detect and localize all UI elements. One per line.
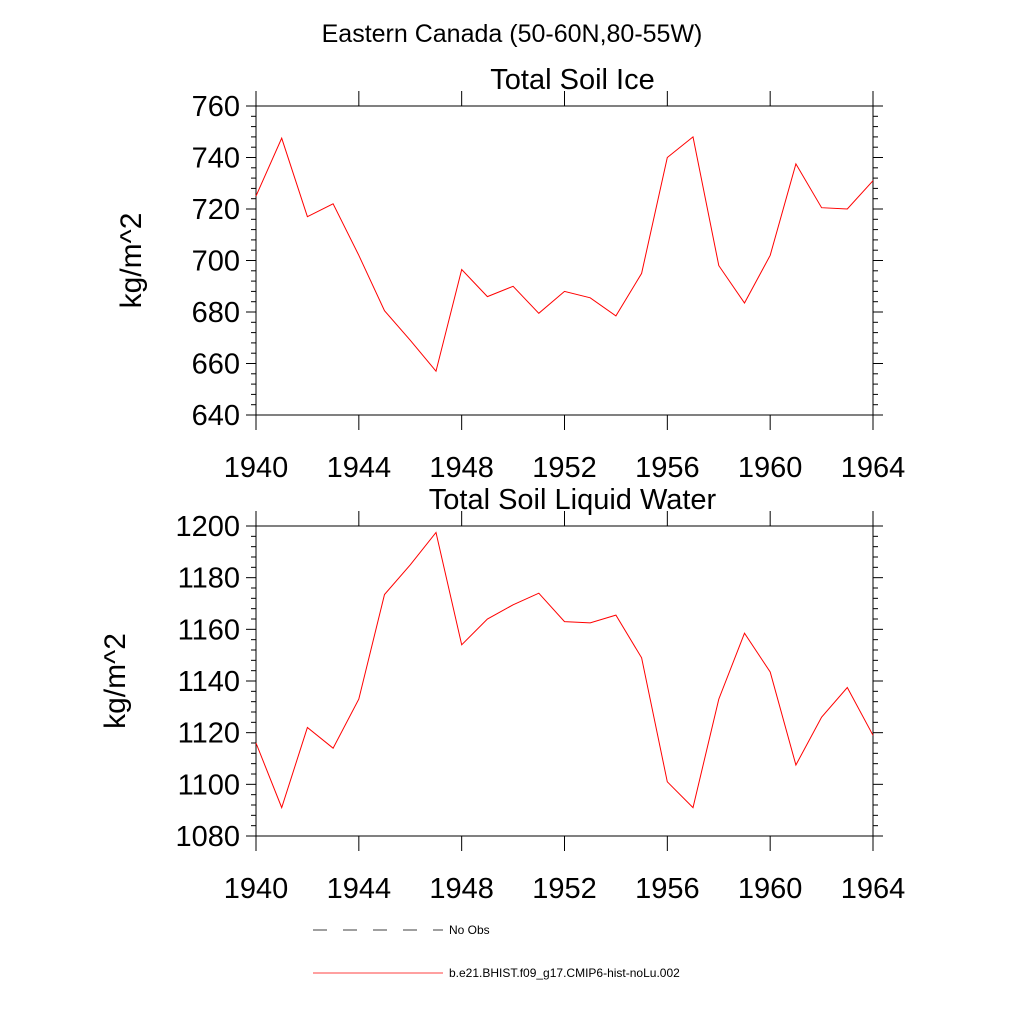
y-tick-label: 740 xyxy=(192,143,240,175)
y-axis-label: kg/m^2 xyxy=(115,213,148,309)
chart-title: Total Soil Ice xyxy=(490,64,654,96)
series-line-total-soil-liquid-water xyxy=(255,531,874,810)
x-tick-label: 1960 xyxy=(738,452,803,484)
y-axis-label: kg/m^2 xyxy=(99,633,132,729)
legend-obs-label: No Obs xyxy=(449,923,490,937)
x-tick-label: 1944 xyxy=(327,452,392,484)
chart-total-soil-ice: Total Soil Ice 640 660 680 700 720 740 760 1940 1… xyxy=(115,64,905,484)
x-tick-label: 1948 xyxy=(429,873,494,905)
x-tick-label: 1952 xyxy=(532,452,597,484)
plot-frame xyxy=(255,525,874,837)
figure-title: Eastern Canada (50-60N,80-55W) xyxy=(322,20,703,48)
legend: No Obs b.e21.BHIST.f09_g17.CMIP6-hist-no… xyxy=(313,923,680,980)
x-tick-label: 1956 xyxy=(635,873,700,905)
chart-total-soil-liquid-water: Total Soil Liquid Water 1080 1100 1120 1140 1… xyxy=(99,484,905,905)
y-tick-label: 680 xyxy=(192,297,240,329)
y-tick-label: 1120 xyxy=(178,718,240,750)
plot-frame xyxy=(255,105,874,416)
y-tick-label: 660 xyxy=(192,349,240,381)
x-tick-label: 1940 xyxy=(224,873,289,905)
y-tick-label: 760 xyxy=(192,91,240,123)
y-tick-label: 1080 xyxy=(175,821,240,853)
y-tick-label: 720 xyxy=(192,194,240,226)
x-tick-label: 1964 xyxy=(841,873,906,905)
y-tick-label: 1100 xyxy=(178,769,240,801)
y-tick-label: 1180 xyxy=(178,563,240,595)
x-tick-label: 1940 xyxy=(224,452,289,484)
series-line-total-soil-ice xyxy=(255,135,874,373)
y-tick-label: 1200 xyxy=(175,511,240,543)
y-tick-label: 700 xyxy=(192,246,240,278)
x-tick-label: 1948 xyxy=(429,452,494,484)
x-tick-label: 1960 xyxy=(738,873,803,905)
x-tick-label: 1944 xyxy=(327,873,392,905)
y-tick-label: 640 xyxy=(192,400,240,432)
y-tick-label: 1140 xyxy=(178,666,240,698)
y-tick-label: 1160 xyxy=(178,614,240,646)
x-tick-label: 1952 xyxy=(532,873,597,905)
x-tick-label: 1956 xyxy=(635,452,700,484)
chart-title: Total Soil Liquid Water xyxy=(429,484,717,516)
x-tick-label: 1964 xyxy=(841,452,906,484)
legend-model-label: b.e21.BHIST.f09_g17.CMIP6-hist-noLu.002 xyxy=(449,966,680,980)
